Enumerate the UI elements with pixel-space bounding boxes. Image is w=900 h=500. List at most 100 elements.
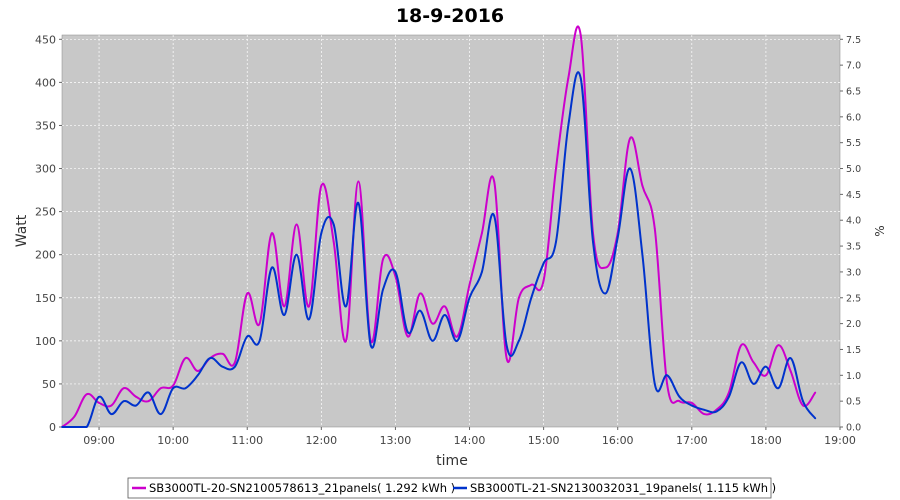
y-tick-label: 50: [42, 378, 56, 391]
data-point: [345, 305, 347, 308]
data-point: [234, 365, 236, 368]
data-point: [505, 344, 508, 347]
data-point: [629, 167, 631, 170]
data-point: [345, 339, 347, 342]
data-point: [221, 352, 224, 355]
x-tick-label: 17:00: [676, 434, 708, 447]
y-tick-label: 350: [35, 119, 56, 132]
x-tick-label: 16:00: [602, 434, 634, 447]
data-point: [258, 339, 261, 342]
data-point: [789, 370, 792, 372]
data-point: [147, 391, 150, 394]
data-point: [184, 387, 187, 390]
data-point: [122, 387, 125, 390]
data-point: [258, 322, 261, 325]
data-point: [406, 331, 409, 334]
data-point: [567, 124, 570, 127]
data-point: [320, 184, 323, 187]
data-point: [530, 283, 533, 286]
grid-lines: [62, 35, 840, 427]
data-point: [369, 344, 372, 347]
data-point: [456, 339, 459, 342]
data-point: [777, 387, 780, 390]
data-point: [295, 223, 298, 226]
data-point: [246, 292, 249, 295]
data-point: [73, 426, 76, 428]
y-tick-label: 150: [35, 292, 56, 305]
data-point: [678, 400, 681, 403]
data-point: [579, 34, 582, 36]
data-point: [271, 232, 273, 235]
data-point: [728, 391, 730, 394]
data-point: [814, 391, 817, 394]
data-point: [209, 357, 212, 359]
x-tick-label: 10:00: [157, 434, 189, 447]
data-point: [85, 393, 88, 396]
x-tick-label: 18:00: [750, 434, 782, 447]
x-axis-ticks: 09:00 10:00 11:00 12:00 13:00 14:00 15:00 16:00…: [83, 427, 856, 447]
y-tick-label: 100: [35, 335, 56, 348]
data-point: [308, 318, 310, 321]
y-tick-label: 400: [35, 76, 56, 89]
y2-tick-label: 7.0: [846, 61, 861, 72]
data-point: [752, 383, 755, 385]
y2-tick-label: 3.0: [846, 267, 861, 278]
data-point: [678, 395, 681, 398]
y2-tick-label: 1.0: [846, 371, 861, 382]
y-tick-label: 0: [49, 421, 56, 434]
data-point: [110, 404, 113, 407]
y2-tick-label: 4.5: [846, 190, 861, 201]
y2-tick-label: 2.0: [846, 319, 861, 330]
data-point: [653, 227, 656, 230]
data-point: [740, 361, 743, 364]
y2-tick-label: 0.0: [846, 423, 861, 434]
data-point: [221, 365, 224, 368]
y-tick-label: 300: [35, 163, 56, 176]
data-point: [295, 253, 298, 256]
data-point: [246, 335, 249, 338]
data-point: [85, 426, 88, 428]
x-tick-label: 13:00: [380, 434, 412, 447]
data-point: [814, 417, 817, 420]
data-point: [505, 357, 508, 359]
y2-tick-label: 4.0: [846, 216, 861, 227]
data-point: [320, 232, 323, 235]
data-point: [690, 404, 693, 407]
data-point: [196, 370, 199, 372]
data-point: [332, 240, 335, 243]
y-tick-label: 200: [35, 249, 56, 262]
data-point: [443, 314, 446, 316]
data-point: [765, 374, 767, 377]
data-point: [604, 292, 607, 295]
data-point: [122, 400, 125, 403]
y2-axis-ticks: 0.0 0.5 1.0 1.5 2.0 2.5 3.0 3.5 4.0 4.5 5.0 5.5 6.0 6…: [840, 35, 861, 434]
x-axis-label: time: [436, 453, 468, 469]
x-tick-label: 09:00: [83, 434, 115, 447]
data-point: [752, 361, 755, 364]
data-point: [234, 361, 236, 364]
series-lines: [61, 25, 817, 428]
data-point: [406, 335, 409, 338]
data-point: [196, 374, 199, 377]
data-point: [715, 410, 718, 413]
data-point: [802, 400, 804, 403]
data-point: [308, 305, 310, 308]
data-point: [159, 413, 162, 415]
data-point: [703, 408, 706, 411]
y-tick-label: 450: [35, 33, 56, 46]
data-point: [728, 395, 730, 398]
chart-title: 18-9-2016: [396, 5, 504, 27]
x-tick-label: 15:00: [528, 434, 560, 447]
y2-tick-label: 6.5: [846, 86, 861, 97]
x-tick-label: 12:00: [305, 434, 337, 447]
data-point: [61, 426, 63, 428]
data-point: [641, 253, 644, 256]
data-point: [172, 384, 175, 387]
data-point: [382, 288, 384, 291]
data-point: [456, 335, 459, 338]
data-point: [468, 296, 471, 299]
y2-tick-label: 6.0: [846, 112, 861, 123]
data-point: [135, 395, 138, 398]
data-point: [641, 184, 644, 187]
